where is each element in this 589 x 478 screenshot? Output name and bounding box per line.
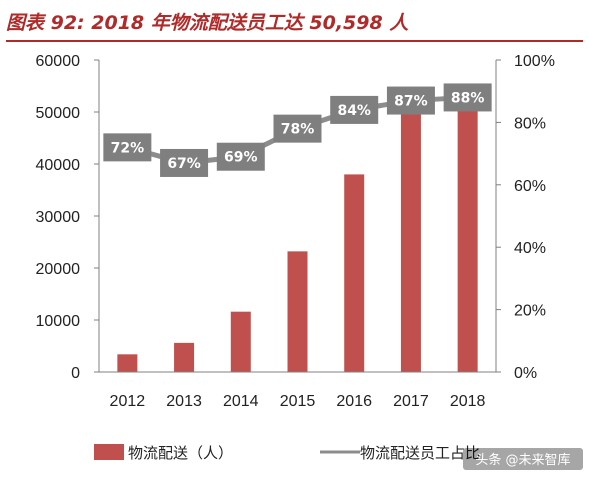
chart-title: 图表 92: 2018 年物流配送员工达 50,598 人 [6, 11, 409, 34]
legend-label-line: 物流配送员工占比 [360, 444, 480, 462]
x-tick-label: 2017 [393, 393, 429, 410]
x-tick-label: 2016 [336, 393, 372, 410]
axes: 0 10000 20000 30000 40000 50000 60000 0% 20% 40% 6… [36, 53, 555, 410]
watermark-text: 头条 @未来智库 [475, 452, 570, 468]
data-label-box [160, 148, 209, 177]
title-rule [6, 40, 583, 42]
left-tick-label: 30000 [36, 209, 81, 226]
legend-label-bar: 物流配送（人） [128, 444, 233, 462]
data-label: 88% [451, 90, 485, 106]
right-tick-label: 20% [514, 303, 546, 320]
bar [174, 342, 195, 372]
legend-swatch-bar [94, 444, 124, 460]
bar [457, 108, 478, 372]
left-tick-label: 60000 [36, 53, 81, 70]
data-label: 72% [111, 140, 145, 156]
bar [230, 311, 251, 372]
x-tick-label: 2015 [280, 393, 316, 410]
data-label-box [273, 114, 322, 143]
right-tick-label: 80% [514, 115, 546, 132]
right-tick-label: 40% [514, 240, 546, 257]
x-tick-label: 2012 [110, 393, 146, 410]
left-tick-label: 10000 [36, 313, 81, 330]
bar [400, 96, 421, 373]
line-series: 72% 67% 69% 78% 84% 87% 88% [103, 83, 492, 177]
data-label: 87% [394, 94, 428, 110]
data-label-box [216, 142, 265, 171]
x-tick-label: 2014 [223, 393, 259, 410]
data-label: 67% [167, 156, 201, 172]
data-label: 84% [337, 103, 371, 119]
left-tick-label: 20000 [36, 261, 81, 278]
left-tick-label: 0 [71, 365, 80, 382]
bar [344, 174, 365, 372]
bar [117, 354, 138, 372]
right-tick-label: 60% [514, 178, 546, 195]
data-label: 78% [281, 122, 315, 138]
x-tick-label: 2018 [450, 393, 486, 410]
data-label-box [330, 95, 379, 124]
watermark: 头条 @未来智库 [463, 448, 583, 470]
bar-series [117, 96, 478, 373]
right-tick-label: 0% [514, 365, 537, 382]
data-label-box [443, 83, 492, 112]
legend: 物流配送（人） 物流配送员工占比 [94, 444, 480, 462]
right-tick-label: 100% [514, 53, 555, 70]
data-label-box [386, 86, 435, 115]
left-tick-label: 50000 [36, 105, 81, 122]
left-tick-label: 40000 [36, 157, 81, 174]
x-tick-label: 2013 [166, 393, 202, 410]
data-label-box [103, 133, 152, 162]
bar [287, 251, 308, 372]
data-label: 69% [224, 150, 258, 166]
